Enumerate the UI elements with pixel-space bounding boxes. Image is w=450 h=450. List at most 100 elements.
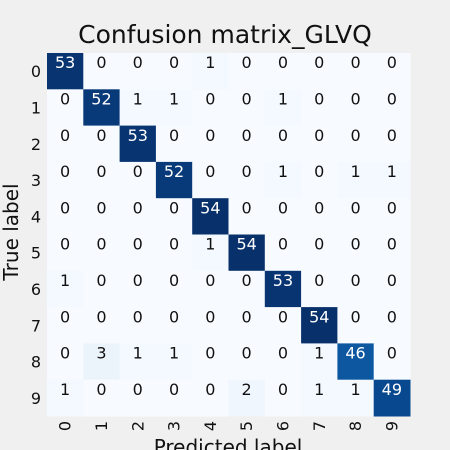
cell-value-label: 0 [205,162,215,181]
heatmap-cell [337,89,375,127]
cell-value-label: 0 [278,344,288,363]
cell-value-label: 0 [133,162,143,181]
heatmap-cell [337,270,375,308]
cell-value-label: 2 [242,380,252,399]
cell-value-label: 0 [387,235,397,254]
cell-value-label: 1 [60,271,70,290]
cell-value-label: 0 [278,235,288,254]
cell-value-label: 0 [169,380,179,399]
heatmap-cell [228,343,266,381]
heatmap-cell [373,234,411,272]
heatmap-cell [119,89,157,127]
cell-value-label: 0 [278,126,288,145]
heatmap-cell [373,125,411,163]
cell-value-label: 0 [96,126,106,145]
heatmap-cell [228,89,266,127]
heatmap-cell [373,343,411,381]
heatmap-cell [47,234,84,272]
heatmap-cell [373,53,411,90]
heatmap-cell [264,89,302,127]
heatmap-cell [119,270,157,308]
cell-value-label: 0 [205,307,215,326]
cell-value-label: 0 [169,126,179,145]
heatmap-cell [337,198,375,235]
cell-value-label: 0 [242,162,252,181]
heatmap-cell [192,161,229,199]
cell-value-label: 1 [314,380,324,399]
heatmap-cell [264,53,302,90]
heatmap-cell [47,379,84,417]
heatmap-cell [155,343,193,381]
x-tick-label: 2 [128,421,147,431]
x-tick-label: 8 [346,421,365,431]
heatmap-cell [192,270,229,308]
cell-value-label: 1 [350,380,360,399]
cell-value-label: 0 [242,89,252,108]
heatmap-cell [47,343,84,381]
heatmap-cell [119,125,157,163]
x-tick-label: 7 [310,421,329,431]
heatmap-cell-labels: 53 0 0 0 1 0 0 0 0 0 0 52 1 1 0 0 1 0 0 0 0 0 53 0 0 0 0 0 0 0 0 0 0 52 0 0… [55,53,402,399]
cell-value-label: 53 [128,126,148,145]
cell-value-label: 0 [60,198,70,217]
heatmap-cell [228,379,266,417]
cell-value-label: 0 [242,271,252,290]
heatmap-cell [301,125,338,163]
heatmap-cell [264,125,302,163]
cell-value-label: 0 [387,53,397,72]
cell-value-label: 0 [242,53,252,72]
heatmap-cell [301,89,338,127]
heatmap-cell [228,234,266,272]
y-tick-label: 8 [31,353,41,372]
heatmap-cell [228,270,266,308]
heatmap-cell [264,343,302,381]
heatmap-cell [228,125,266,163]
heatmap-cell [192,343,229,381]
heatmap-cell [264,161,302,199]
cell-value-label: 0 [314,126,324,145]
cell-value-label: 1 [350,162,360,181]
heatmap-cell [155,234,193,272]
cell-value-label: 52 [91,89,111,108]
heatmap-cell [301,234,338,272]
y-tick-label: 9 [31,389,41,408]
heatmap-cell [192,234,229,272]
cell-value-label: 1 [133,344,143,363]
heatmap-cell [47,125,84,163]
cell-value-label: 0 [60,89,70,108]
heatmap-cell [337,343,375,381]
x-tick-label: 0 [56,421,75,431]
heatmap-cell [83,234,121,272]
heatmap-cell [228,161,266,199]
heatmap-cell [119,379,157,417]
cell-value-label: 1 [133,89,143,108]
cell-value-label: 0 [96,198,106,217]
heatmap-cell [47,307,84,344]
heatmap-cell [155,307,193,344]
cell-value-label: 0 [96,235,106,254]
cell-value-label: 0 [350,89,360,108]
heatmap-cell [155,89,193,127]
cell-value-label: 1 [169,344,179,363]
cell-value-label: 0 [242,344,252,363]
heatmap-cell [301,379,338,417]
heatmap-cell [373,270,411,308]
cell-value-label: 0 [314,89,324,108]
heatmap-cell [155,161,193,199]
heatmap-cell [155,125,193,163]
heatmap-cell [337,161,375,199]
heatmap-cell [47,198,84,235]
cell-value-label: 1 [169,89,179,108]
cell-value-label: 0 [205,344,215,363]
heatmap-cell [373,89,411,127]
cell-value-label: 53 [55,53,75,72]
cell-value-label: 3 [96,344,106,363]
x-tick-labels: 0 1 2 3 4 5 6 7 8 9 [56,421,402,431]
cell-value-label: 0 [133,380,143,399]
heatmap-cell [83,89,121,127]
heatmap-cell [119,307,157,344]
cell-value-label: 54 [309,307,329,326]
cell-value-label: 1 [278,89,288,108]
x-axis-label: Predicted label [154,435,303,450]
heatmap-cell [155,53,193,90]
